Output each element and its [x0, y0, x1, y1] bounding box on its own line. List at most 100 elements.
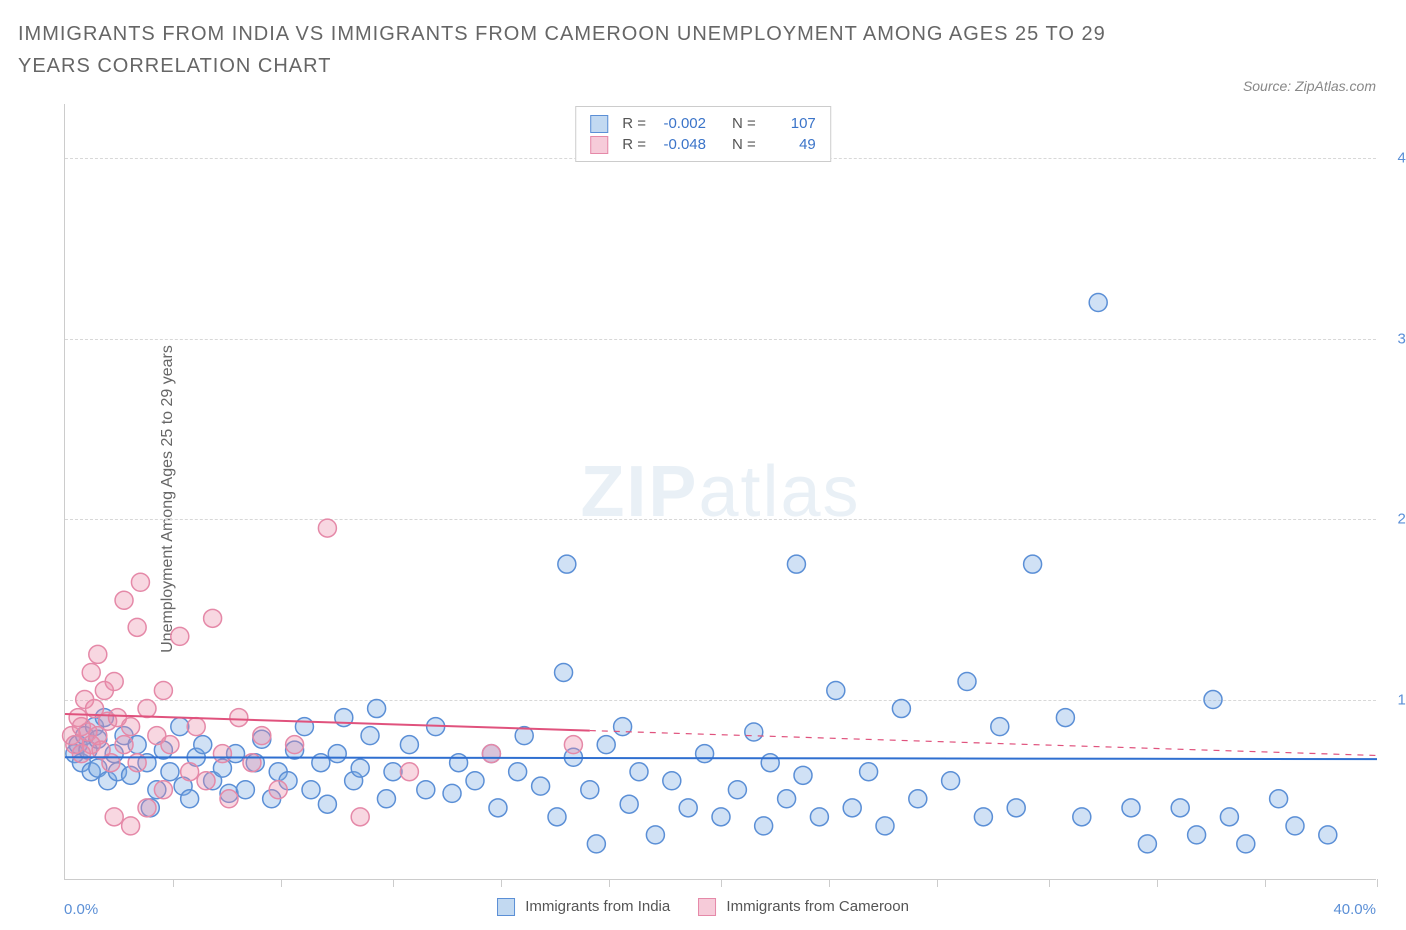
data-point — [213, 745, 231, 763]
data-point — [755, 817, 773, 835]
data-point — [909, 790, 927, 808]
data-point — [787, 555, 805, 573]
chart-title: IMMIGRANTS FROM INDIA VS IMMIGRANTS FROM… — [18, 18, 1118, 82]
data-point — [620, 795, 638, 813]
data-point — [1056, 709, 1074, 727]
data-point — [161, 763, 179, 781]
legend-item-cameroon: Immigrants from Cameroon — [698, 898, 909, 916]
data-point — [171, 718, 189, 736]
data-point — [302, 781, 320, 799]
data-point — [400, 736, 418, 754]
data-point — [1204, 691, 1222, 709]
data-point — [128, 618, 146, 636]
data-point — [974, 808, 992, 826]
data-point — [958, 672, 976, 690]
data-point — [509, 763, 527, 781]
data-point — [154, 781, 172, 799]
data-point — [696, 745, 714, 763]
data-point — [794, 766, 812, 784]
data-point — [778, 790, 796, 808]
data-point — [614, 718, 632, 736]
data-point — [892, 700, 910, 718]
data-point — [728, 781, 746, 799]
data-point — [1073, 808, 1091, 826]
data-point — [555, 663, 573, 681]
legend-swatch-cameroon — [590, 136, 608, 154]
data-point — [1007, 799, 1025, 817]
data-point — [171, 627, 189, 645]
data-point — [1237, 835, 1255, 853]
data-point — [82, 663, 100, 681]
data-point — [230, 709, 248, 727]
data-point — [138, 700, 156, 718]
stats-row-cameroon: R = -0.048 N = 49 — [590, 134, 816, 155]
data-point — [564, 736, 582, 754]
y-tick-label: 10.0% — [1384, 691, 1406, 708]
data-point — [194, 736, 212, 754]
data-point — [761, 754, 779, 772]
y-tick-label: 20.0% — [1384, 511, 1406, 528]
data-point — [377, 790, 395, 808]
data-point — [312, 754, 330, 772]
data-point — [253, 727, 271, 745]
data-point — [712, 808, 730, 826]
data-point — [122, 817, 140, 835]
data-point — [646, 826, 664, 844]
data-point — [384, 763, 402, 781]
scatter-svg — [65, 104, 1376, 879]
data-point — [328, 745, 346, 763]
x-tick — [937, 879, 938, 887]
data-point — [482, 745, 500, 763]
data-point — [351, 808, 369, 826]
legend-item-india: Immigrants from India — [497, 898, 670, 916]
data-point — [105, 672, 123, 690]
plot-area: ZIPatlas 10.0%20.0%30.0%40.0% — [64, 104, 1376, 880]
data-point — [400, 763, 418, 781]
legend-swatch-india — [590, 115, 608, 133]
data-point — [161, 736, 179, 754]
data-point — [115, 591, 133, 609]
x-tick — [501, 879, 502, 887]
data-point — [115, 736, 133, 754]
data-point — [89, 645, 107, 663]
data-point — [548, 808, 566, 826]
data-point — [679, 799, 697, 817]
x-tick — [1049, 879, 1050, 887]
x-tick — [281, 879, 282, 887]
data-point — [843, 799, 861, 817]
bottom-legend: Immigrants from India Immigrants from Ca… — [497, 898, 909, 916]
data-point — [466, 772, 484, 790]
data-point — [1089, 294, 1107, 312]
data-point — [236, 781, 254, 799]
data-point — [318, 519, 336, 537]
data-point — [581, 781, 599, 799]
data-point — [443, 784, 461, 802]
data-point — [368, 700, 386, 718]
x-tick — [1265, 879, 1266, 887]
source-label: Source: ZipAtlas.com — [1243, 78, 1376, 94]
data-point — [138, 799, 156, 817]
data-point — [181, 790, 199, 808]
data-point — [876, 817, 894, 835]
data-point — [450, 754, 468, 772]
data-point — [105, 808, 123, 826]
data-point — [1286, 817, 1304, 835]
data-point — [204, 609, 222, 627]
x-tick — [609, 879, 610, 887]
legend-swatch-cameroon-bottom — [698, 898, 716, 916]
data-point — [630, 763, 648, 781]
data-point — [1270, 790, 1288, 808]
legend-swatch-india-bottom — [497, 898, 515, 916]
data-point — [220, 790, 238, 808]
x-axis-max-label: 40.0% — [1333, 901, 1376, 918]
data-point — [745, 723, 763, 741]
data-point — [663, 772, 681, 790]
data-point — [286, 736, 304, 754]
trend-line-solid — [65, 714, 590, 731]
data-point — [197, 772, 215, 790]
x-tick — [1377, 879, 1378, 887]
data-point — [810, 808, 828, 826]
data-point — [131, 573, 149, 591]
data-point — [187, 718, 205, 736]
data-point — [1138, 835, 1156, 853]
